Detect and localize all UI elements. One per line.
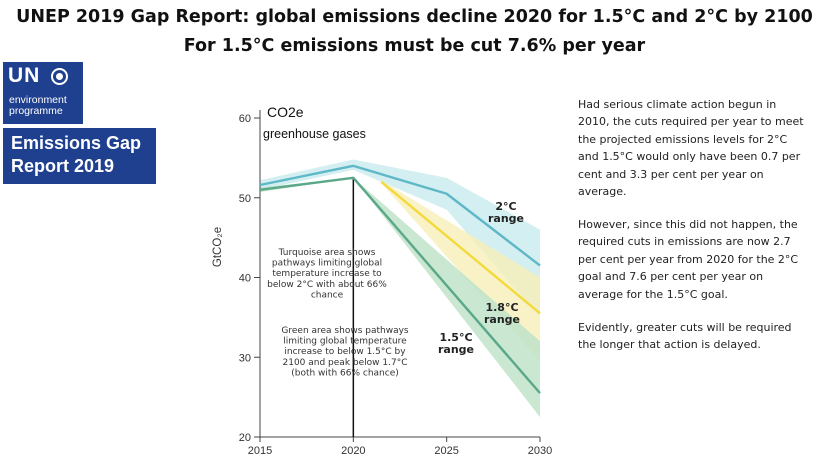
logo-line-1: environment (9, 94, 67, 106)
emissions-gap-report-badge: Emissions Gap Report 2019 (3, 128, 156, 184)
title-line-2: For 1.5°C emissions must be cut 7.6% per… (183, 36, 646, 56)
label-2c-range: range (488, 212, 524, 225)
green-annotation: 2100 and peak below 1.7°C (283, 358, 408, 368)
green-annotation: increase to below 1.5°C by (284, 347, 406, 357)
chart-subtitle: greenhouse gases (263, 127, 366, 141)
logo-line-2: programme (9, 105, 63, 117)
x-tick-label: 2030 (528, 445, 552, 457)
y-tick-label: 30 (239, 352, 251, 364)
logo-un-text: UN (8, 64, 41, 87)
turquoise-annotation: temperature increase to (272, 269, 382, 279)
x-tick-label: 2020 (341, 445, 365, 457)
un-emblem-icon (51, 68, 68, 85)
band-1-5c (260, 177, 540, 418)
label-1-8c-range: 1.8°C (485, 301, 518, 314)
label-1-5c-range: 1.5°C (439, 331, 472, 344)
green-annotation: limiting global temperature (283, 337, 407, 347)
line-1-5c (259, 176, 541, 394)
band-2c (260, 159, 540, 318)
x-tick-label: 2015 (248, 445, 272, 457)
un-environment-logo: UN environment programme (3, 62, 83, 124)
turquoise-annotation: pathways limiting global (272, 259, 382, 269)
chart-title: CO2e (267, 104, 304, 120)
report-line-2: Report 2019 (11, 156, 115, 176)
side-paragraph-2: However, since this did not happen, the … (578, 218, 799, 301)
green-annotation: Green area shows pathways (281, 326, 409, 336)
report-line-1: Emissions Gap (11, 133, 142, 153)
label-1-5c-range: range (438, 343, 474, 356)
x-tick-label: 2025 (434, 445, 458, 457)
title-line-1: UNEP 2019 Gap Report: global emissions d… (16, 7, 813, 27)
turquoise-annotation: below 2°C with about 66% (267, 280, 387, 290)
y-tick-label: 50 (239, 193, 251, 205)
y-tick-label: 40 (239, 273, 251, 285)
line-1-8c (380, 180, 541, 315)
side-paragraph-1: Had serious climate action begun in 2010… (578, 98, 804, 199)
line-2c (259, 164, 541, 267)
label-1-8c-range: range (484, 313, 520, 326)
y-tick-label: 20 (239, 432, 251, 444)
green-annotation: (both with 66% chance) (291, 368, 399, 378)
y-tick-label: 60 (239, 113, 251, 125)
turquoise-annotation: chance (311, 290, 344, 300)
turquoise-annotation: Turquoise area shows (278, 248, 376, 258)
label-2c-range: 2°C (495, 200, 516, 213)
side-paragraph-3: Evidently, greater cuts will be required… (578, 321, 792, 352)
y-axis-label: GtCO₂e (212, 227, 224, 267)
